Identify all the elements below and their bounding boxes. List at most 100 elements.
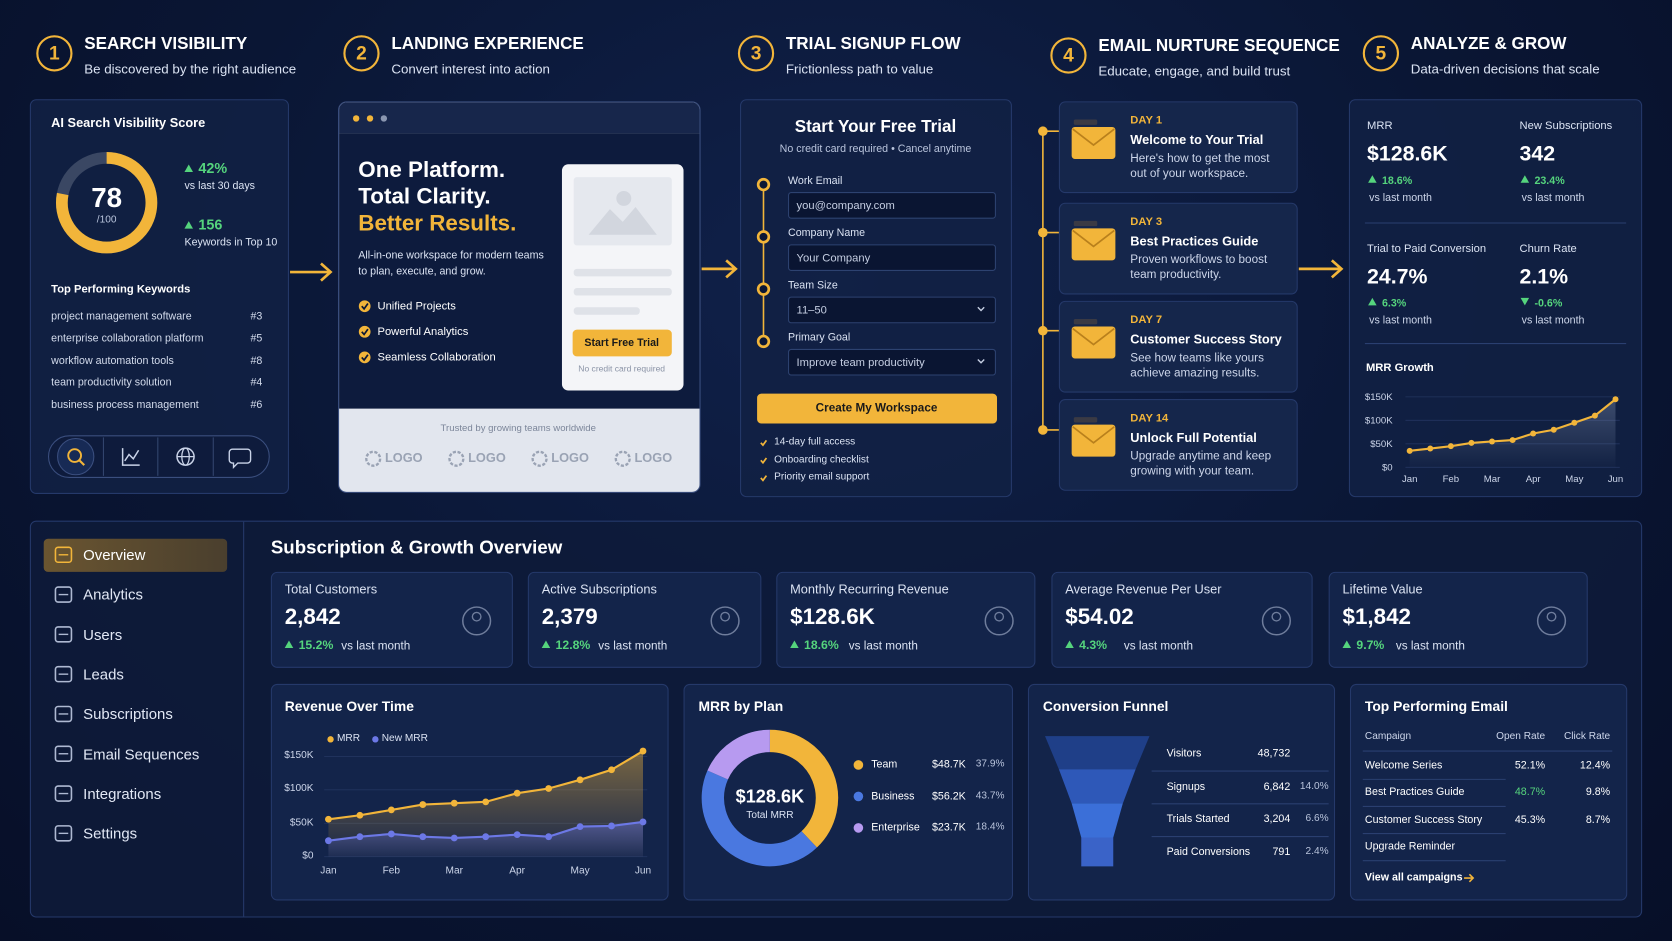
panel-title: AI Search Visibility Score: [51, 115, 206, 131]
y-tick-label: $50K: [289, 816, 314, 829]
funnel-count: 791: [1272, 846, 1291, 859]
funnel-count: 48,732: [1257, 748, 1291, 760]
nav-icon: [54, 825, 73, 842]
nav-item: Analytics: [83, 585, 143, 604]
keyword-rank: #4: [250, 377, 263, 390]
keyword: project management software: [51, 310, 192, 323]
input: [788, 244, 996, 271]
envelope: [1071, 326, 1116, 359]
step-subtitle: Be discovered by the right audience: [84, 61, 297, 77]
chart-title: Conversion Funnel: [1042, 698, 1169, 715]
funnel-layer: [1071, 803, 1123, 838]
window-dot: [352, 115, 360, 122]
search-icon: [67, 448, 83, 463]
kpi-icon: [1261, 606, 1292, 636]
kpi-label: Monthly Recurring Revenue: [790, 581, 949, 597]
input-placeholder: 11–50: [796, 303, 827, 317]
nav-item: Settings: [83, 824, 138, 842]
x-tick-label: Mar: [445, 864, 463, 877]
kpi-icon: [462, 606, 492, 636]
headline-highlight: Better Results.: [358, 211, 517, 236]
metric-change: 6.3%: [1368, 298, 1406, 310]
point: [1612, 396, 1619, 403]
y-tick-label: $100K: [284, 782, 314, 795]
headline: One Platform.: [358, 157, 506, 183]
text-placeholder: [573, 307, 640, 315]
nav-icon: [54, 785, 73, 802]
chart-icon: [121, 448, 140, 466]
x-tick-label: May: [1565, 473, 1584, 485]
sequence-dot: [1038, 126, 1048, 137]
funnel-layer: [1045, 736, 1150, 770]
check-icon: [760, 439, 768, 447]
input-placeholder: Your Company: [796, 251, 871, 265]
keyword: business process management: [51, 399, 199, 412]
point: [325, 837, 332, 845]
headline: Total Clarity.: [358, 184, 491, 210]
step-subtitle: Data-driven decisions that scale: [1410, 61, 1600, 77]
score-max: /100: [96, 213, 117, 226]
y-tick-label: $150K: [1364, 391, 1393, 403]
step-badge: [36, 35, 73, 72]
table-cell: Customer Success Story: [1364, 814, 1483, 826]
nav-icon: [54, 546, 73, 564]
nav-icon: [54, 626, 73, 643]
funnel-rate: 14.0%: [1299, 780, 1329, 792]
plan-percent: 43.7%: [975, 789, 1005, 802]
check-icon: [361, 303, 369, 311]
legend-swatch: [372, 736, 379, 743]
logo-text: LOGO: [551, 450, 589, 466]
nav-item: Email Sequences: [83, 745, 200, 763]
envelope-flap: [1072, 327, 1115, 346]
point: [1591, 412, 1598, 419]
metric-label: MRR: [1367, 119, 1393, 133]
email-body: growing with your team.: [1130, 464, 1255, 478]
description: to plan, execute, and grow.: [358, 265, 486, 278]
y-tick-label: $0: [1381, 461, 1393, 473]
x-tick-label: Feb: [382, 864, 401, 877]
icon-active-bg: [57, 437, 95, 476]
table-header: Campaign: [1364, 730, 1412, 743]
nav-icon: [54, 665, 73, 683]
check-badge: [358, 325, 371, 338]
point: [419, 833, 427, 841]
plan-card: [683, 683, 1014, 901]
funnel-layer: [1081, 837, 1114, 867]
email-day: DAY 14: [1130, 411, 1169, 425]
point: [1468, 439, 1475, 446]
x-tick-label: Feb: [1442, 473, 1460, 485]
envelope-tab: [1073, 220, 1098, 227]
kpi-icon: [994, 611, 1005, 622]
plan-percent: 37.9%: [975, 758, 1005, 770]
keyword: enterprise collaboration platform: [51, 332, 204, 345]
metric-label: Trial to Paid Conversion: [1367, 242, 1487, 255]
point: [513, 789, 521, 797]
y-tick-label: $0: [302, 849, 314, 862]
logo-text: LOGO: [384, 450, 423, 466]
button-label: Start Free Trial: [584, 336, 660, 349]
step-number: 1: [49, 42, 60, 64]
metric-value: 24.7%: [1367, 265, 1428, 289]
legend-label: Enterprise: [871, 821, 920, 834]
nav-item: Leads: [83, 665, 124, 683]
field-label: Company Name: [788, 227, 866, 240]
metric-value: 2.1%: [1519, 265, 1569, 289]
point: [325, 815, 332, 823]
plan-amount: $23.7K: [931, 821, 966, 834]
image-mountain: [588, 206, 657, 235]
stat-label: vs last 30 days: [184, 180, 256, 193]
email-body: out of your workspace.: [1130, 167, 1249, 180]
keyword-rank: #3: [250, 310, 263, 323]
x-tick-label: Mar: [1483, 473, 1501, 485]
metric-change: 18.6%: [1368, 175, 1412, 187]
feature: Powerful Analytics: [377, 325, 469, 339]
step-title: EMAIL NURTURE SEQUENCE: [1098, 37, 1340, 56]
kpi-note: vs last month: [341, 639, 411, 653]
sequence-dot: [1038, 325, 1048, 336]
step-badge: [343, 35, 380, 72]
step-dot: [756, 177, 771, 192]
keyword-rank: #8: [250, 355, 263, 367]
email-title: Unlock Full Potential: [1130, 430, 1257, 446]
